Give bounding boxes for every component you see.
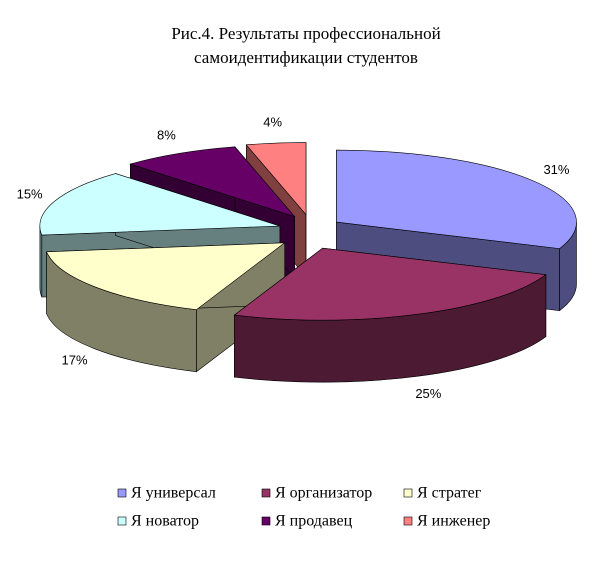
legend-label: Я инженер: [417, 513, 490, 530]
legend-swatch: [117, 516, 127, 526]
slice-top: [245, 142, 307, 216]
legend-label: Я организатор: [275, 485, 372, 502]
data-label: 25%: [415, 386, 441, 401]
slice-wall: [39, 226, 43, 298]
legend-label: Я новатор: [131, 513, 199, 530]
slice-top: [39, 173, 280, 236]
data-label: 15%: [17, 186, 43, 201]
legend-label: Я продавец: [275, 513, 353, 530]
slice-top: [233, 247, 547, 321]
slice-top: [129, 146, 296, 218]
legend-swatch: [403, 516, 413, 526]
data-label: 8%: [157, 127, 176, 142]
legend-swatch: [261, 516, 271, 526]
legend-swatch: [403, 488, 413, 498]
chart-title: Рис.4. Результаты профессиональной: [171, 24, 440, 43]
legend-label: Я стратег: [417, 485, 482, 502]
data-label: 31%: [543, 162, 569, 177]
chart-title: самоидентификации студентов: [194, 48, 418, 67]
legend-label: Я универсал: [131, 485, 216, 502]
data-label: 4%: [263, 115, 282, 130]
legend-swatch: [261, 488, 271, 498]
slice-top: [46, 242, 286, 311]
data-label: 17%: [62, 353, 88, 368]
legend-swatch: [117, 488, 127, 498]
slice-top: [336, 149, 577, 249]
